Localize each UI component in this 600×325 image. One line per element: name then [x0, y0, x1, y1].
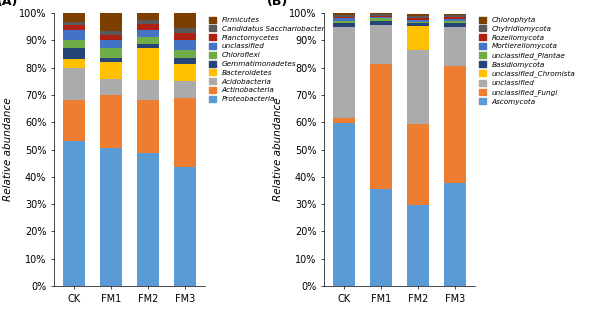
- Bar: [174, 40, 196, 50]
- Bar: [174, 58, 196, 63]
- Y-axis label: Relative abundance: Relative abundance: [4, 98, 13, 201]
- Bar: [444, 183, 466, 286]
- Bar: [63, 48, 85, 59]
- Bar: [174, 81, 196, 98]
- Bar: [100, 40, 122, 48]
- Bar: [137, 153, 159, 286]
- Bar: [444, 14, 466, 16]
- Text: (B): (B): [266, 0, 288, 7]
- Bar: [63, 30, 85, 40]
- Bar: [137, 100, 159, 153]
- Bar: [407, 18, 429, 20]
- Bar: [174, 50, 196, 58]
- Bar: [100, 35, 122, 40]
- Bar: [370, 188, 392, 286]
- Bar: [63, 25, 85, 30]
- Bar: [407, 205, 429, 286]
- Bar: [174, 13, 196, 28]
- Bar: [407, 22, 429, 23]
- Bar: [333, 15, 355, 17]
- Bar: [100, 13, 122, 31]
- Bar: [100, 95, 122, 148]
- Bar: [100, 62, 122, 79]
- Bar: [63, 100, 85, 141]
- Y-axis label: Relative abundance: Relative abundance: [274, 98, 283, 201]
- Bar: [370, 21, 392, 25]
- Bar: [407, 20, 429, 22]
- Bar: [370, 17, 392, 19]
- Bar: [100, 58, 122, 62]
- Bar: [444, 27, 466, 66]
- Bar: [333, 13, 355, 15]
- Bar: [63, 59, 85, 68]
- Bar: [407, 14, 429, 16]
- Bar: [407, 124, 429, 205]
- Bar: [444, 17, 466, 19]
- Bar: [370, 16, 392, 17]
- Bar: [407, 16, 429, 18]
- Bar: [100, 79, 122, 95]
- Bar: [174, 28, 196, 33]
- Bar: [370, 19, 392, 21]
- Bar: [444, 19, 466, 21]
- Bar: [370, 64, 392, 188]
- Bar: [370, 25, 392, 64]
- Bar: [444, 21, 466, 23]
- Bar: [333, 17, 355, 19]
- Bar: [137, 24, 159, 30]
- Bar: [100, 31, 122, 35]
- Bar: [137, 80, 159, 100]
- Bar: [407, 26, 429, 50]
- Bar: [444, 16, 466, 17]
- Bar: [407, 50, 429, 124]
- Bar: [174, 167, 196, 286]
- Bar: [174, 98, 196, 167]
- Bar: [63, 22, 85, 25]
- Bar: [137, 44, 159, 48]
- Bar: [370, 14, 392, 16]
- Bar: [100, 48, 122, 58]
- Bar: [333, 118, 355, 123]
- Bar: [333, 19, 355, 21]
- Bar: [100, 148, 122, 286]
- Bar: [63, 13, 85, 22]
- Bar: [370, 13, 392, 14]
- Bar: [333, 123, 355, 286]
- Text: (A): (A): [0, 0, 18, 7]
- Legend: Firmicutes, Candidatus Sacchariobacteria, Planctomycetes, unclassified, Chlorofl: Firmicutes, Candidatus Sacchariobacteria…: [209, 17, 331, 102]
- Legend: Chlorophyta, Chytridiomycota, Rozellomycota, Mortierellomycota, unclassified_Pla: Chlorophyta, Chytridiomycota, Rozellomyc…: [479, 17, 575, 105]
- Bar: [333, 21, 355, 23]
- Bar: [444, 23, 466, 27]
- Bar: [63, 141, 85, 286]
- Bar: [444, 66, 466, 183]
- Bar: [174, 63, 196, 81]
- Bar: [137, 37, 159, 44]
- Bar: [137, 48, 159, 80]
- Bar: [333, 28, 355, 118]
- Bar: [63, 40, 85, 48]
- Bar: [137, 30, 159, 37]
- Bar: [137, 13, 159, 20]
- Bar: [137, 20, 159, 24]
- Bar: [63, 68, 85, 100]
- Bar: [174, 33, 196, 40]
- Bar: [407, 23, 429, 26]
- Bar: [333, 23, 355, 28]
